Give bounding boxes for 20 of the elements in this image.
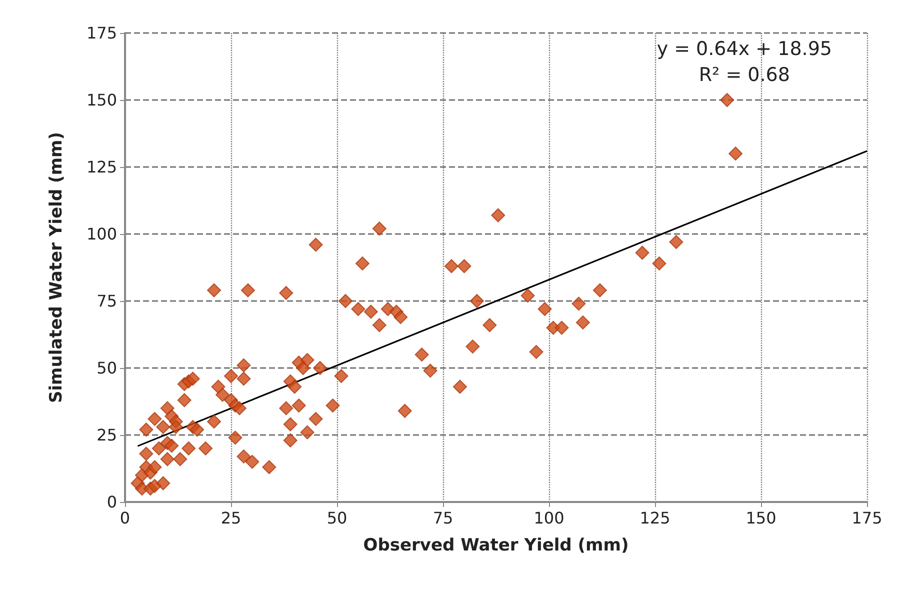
annotation: R² = 0.68 <box>698 64 790 86</box>
y-tick-label: 75 <box>96 292 117 310</box>
x-tick-label: 150 <box>746 508 776 528</box>
x-tick-label: 50 <box>326 508 348 528</box>
y-tick-label: 0 <box>106 492 117 512</box>
x-axis-title: Observed Water Yield (mm) <box>363 536 629 556</box>
y-tick-label: 25 <box>96 426 117 444</box>
y-axis-title: Simulated Water Yield (mm) <box>46 132 66 404</box>
x-tick-label: 100 <box>534 508 564 528</box>
y-tick-label: 175 <box>86 24 117 42</box>
x-tick-label: 25 <box>220 508 242 528</box>
x-tick-label: 175 <box>852 508 882 528</box>
y-tick-label: 50 <box>96 358 117 378</box>
y-tick-label: 150 <box>86 90 117 110</box>
x-tick-label: 125 <box>640 508 670 528</box>
x-tick-label: 0 <box>120 508 130 528</box>
y-tick-label: 125 <box>86 158 117 176</box>
y-tick-label: 100 <box>86 224 117 244</box>
x-tick-label: 75 <box>432 508 454 528</box>
annotation: y = 0.64x + 18.95 <box>656 38 832 60</box>
